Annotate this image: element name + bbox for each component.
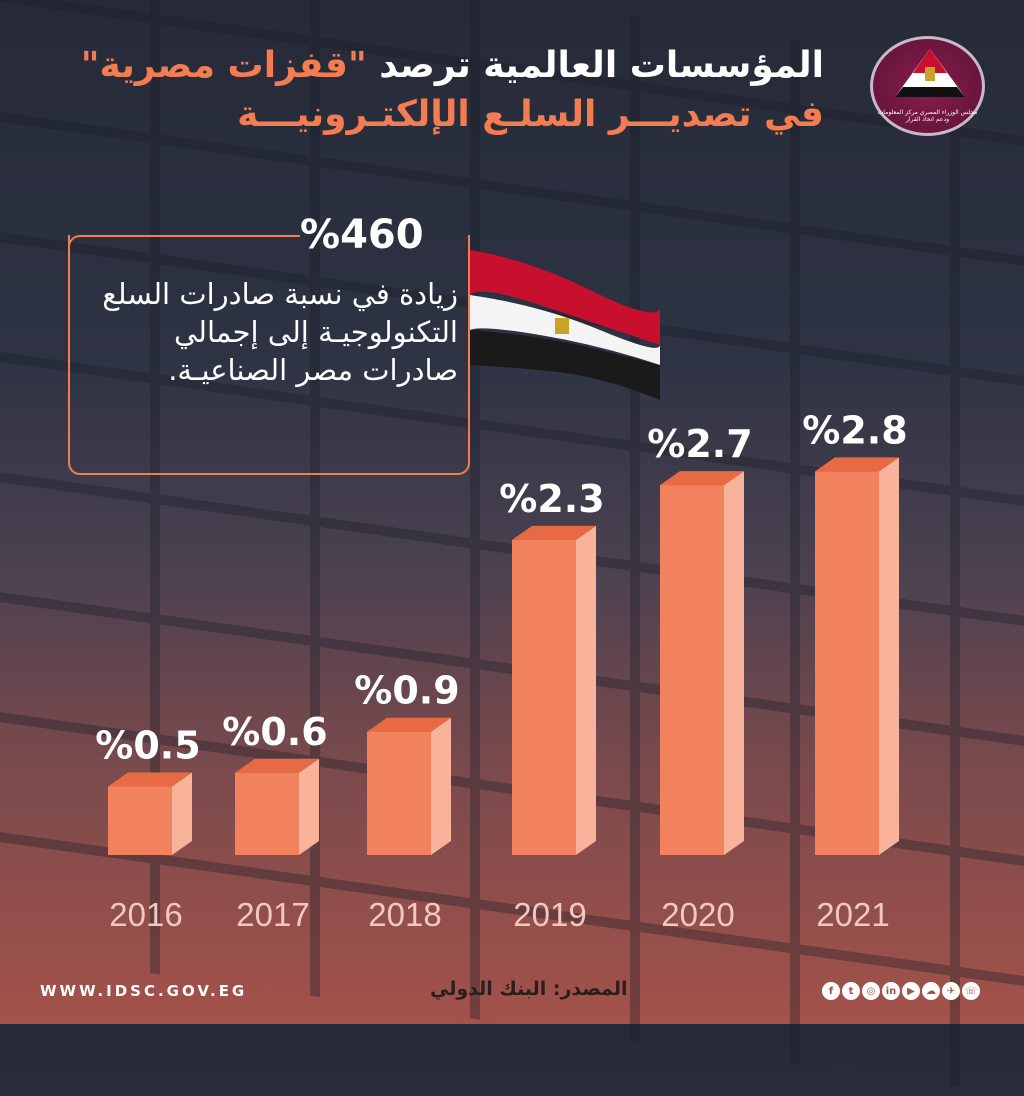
- phone-icon[interactable]: ☏: [962, 982, 980, 1000]
- linkedin-icon[interactable]: in: [882, 982, 900, 1000]
- headline-line2: في تصديـــر السلـع الإلكتـرونيـــة: [237, 94, 824, 135]
- callout-text: زيادة في نسبة صادرات السلع التكنولوجيـة …: [102, 277, 458, 387]
- egypt-flag: [470, 250, 660, 400]
- year-label: 2018: [368, 896, 441, 933]
- bar-top: [108, 772, 192, 787]
- soundcloud-icon[interactable]: ☁: [922, 982, 940, 1000]
- source-text: المصدر: البنك الدولي: [430, 978, 628, 1000]
- bar-side: [172, 772, 192, 855]
- callout-box: [68, 235, 470, 475]
- bar-top: [367, 717, 451, 732]
- bar-2018: [367, 731, 431, 855]
- facebook-icon[interactable]: f: [822, 982, 840, 1000]
- callout-value: %460: [300, 212, 424, 258]
- bar-top: [660, 471, 744, 486]
- bar-2021: [815, 471, 879, 855]
- bar-2020: [660, 485, 724, 855]
- data-label: %0.5: [95, 724, 200, 768]
- year-label: 2016: [109, 896, 182, 933]
- headline: المؤسسات العالمية ترصد "قفزات مصرية" في …: [81, 45, 824, 135]
- bar-2019: [512, 539, 576, 855]
- headline-line1: المؤسسات العالمية ترصد: [379, 45, 824, 86]
- telegram-icon[interactable]: ✈: [942, 982, 960, 1000]
- bar-side: [431, 717, 451, 855]
- year-label: 2019: [513, 896, 586, 933]
- social-icons: f t ◎ in ▶ ☁ ✈ ☏: [822, 982, 980, 1000]
- bar-2017: [235, 772, 299, 855]
- bar-2016: [108, 786, 172, 855]
- bar-top: [512, 525, 596, 540]
- data-label: %0.6: [222, 710, 327, 754]
- instagram-icon[interactable]: ◎: [862, 982, 880, 1000]
- bar-side: [879, 457, 899, 855]
- year-label: 2017: [236, 896, 309, 933]
- website-link[interactable]: WWW.IDSC.GOV.EG: [40, 982, 248, 1000]
- twitter-icon[interactable]: t: [842, 982, 860, 1000]
- idsc-logo: مجلس الوزراء المصري مركز المعلومات ودعم …: [870, 36, 985, 136]
- bar-chart: %0.5 2016 %0.6 2017 %0.9 2018 %2.3 2019 %2.7 2020…: [95, 408, 907, 933]
- data-label: %2.7: [647, 422, 752, 466]
- data-label: %2.3: [499, 477, 604, 521]
- bar-top: [815, 457, 899, 472]
- bar-side: [724, 471, 744, 855]
- data-label: %0.9: [354, 669, 459, 713]
- bar-top: [235, 758, 319, 773]
- youtube-icon[interactable]: ▶: [902, 982, 920, 1000]
- year-label: 2021: [816, 896, 889, 933]
- bar-side: [576, 525, 596, 855]
- bar-side: [299, 758, 319, 855]
- year-label: 2020: [661, 896, 734, 933]
- logo-text: مجلس الوزراء المصري مركز المعلومات ودعم …: [877, 109, 978, 123]
- headline-highlight: "قفزات مصرية": [80, 45, 367, 86]
- data-label: %2.8: [802, 408, 907, 452]
